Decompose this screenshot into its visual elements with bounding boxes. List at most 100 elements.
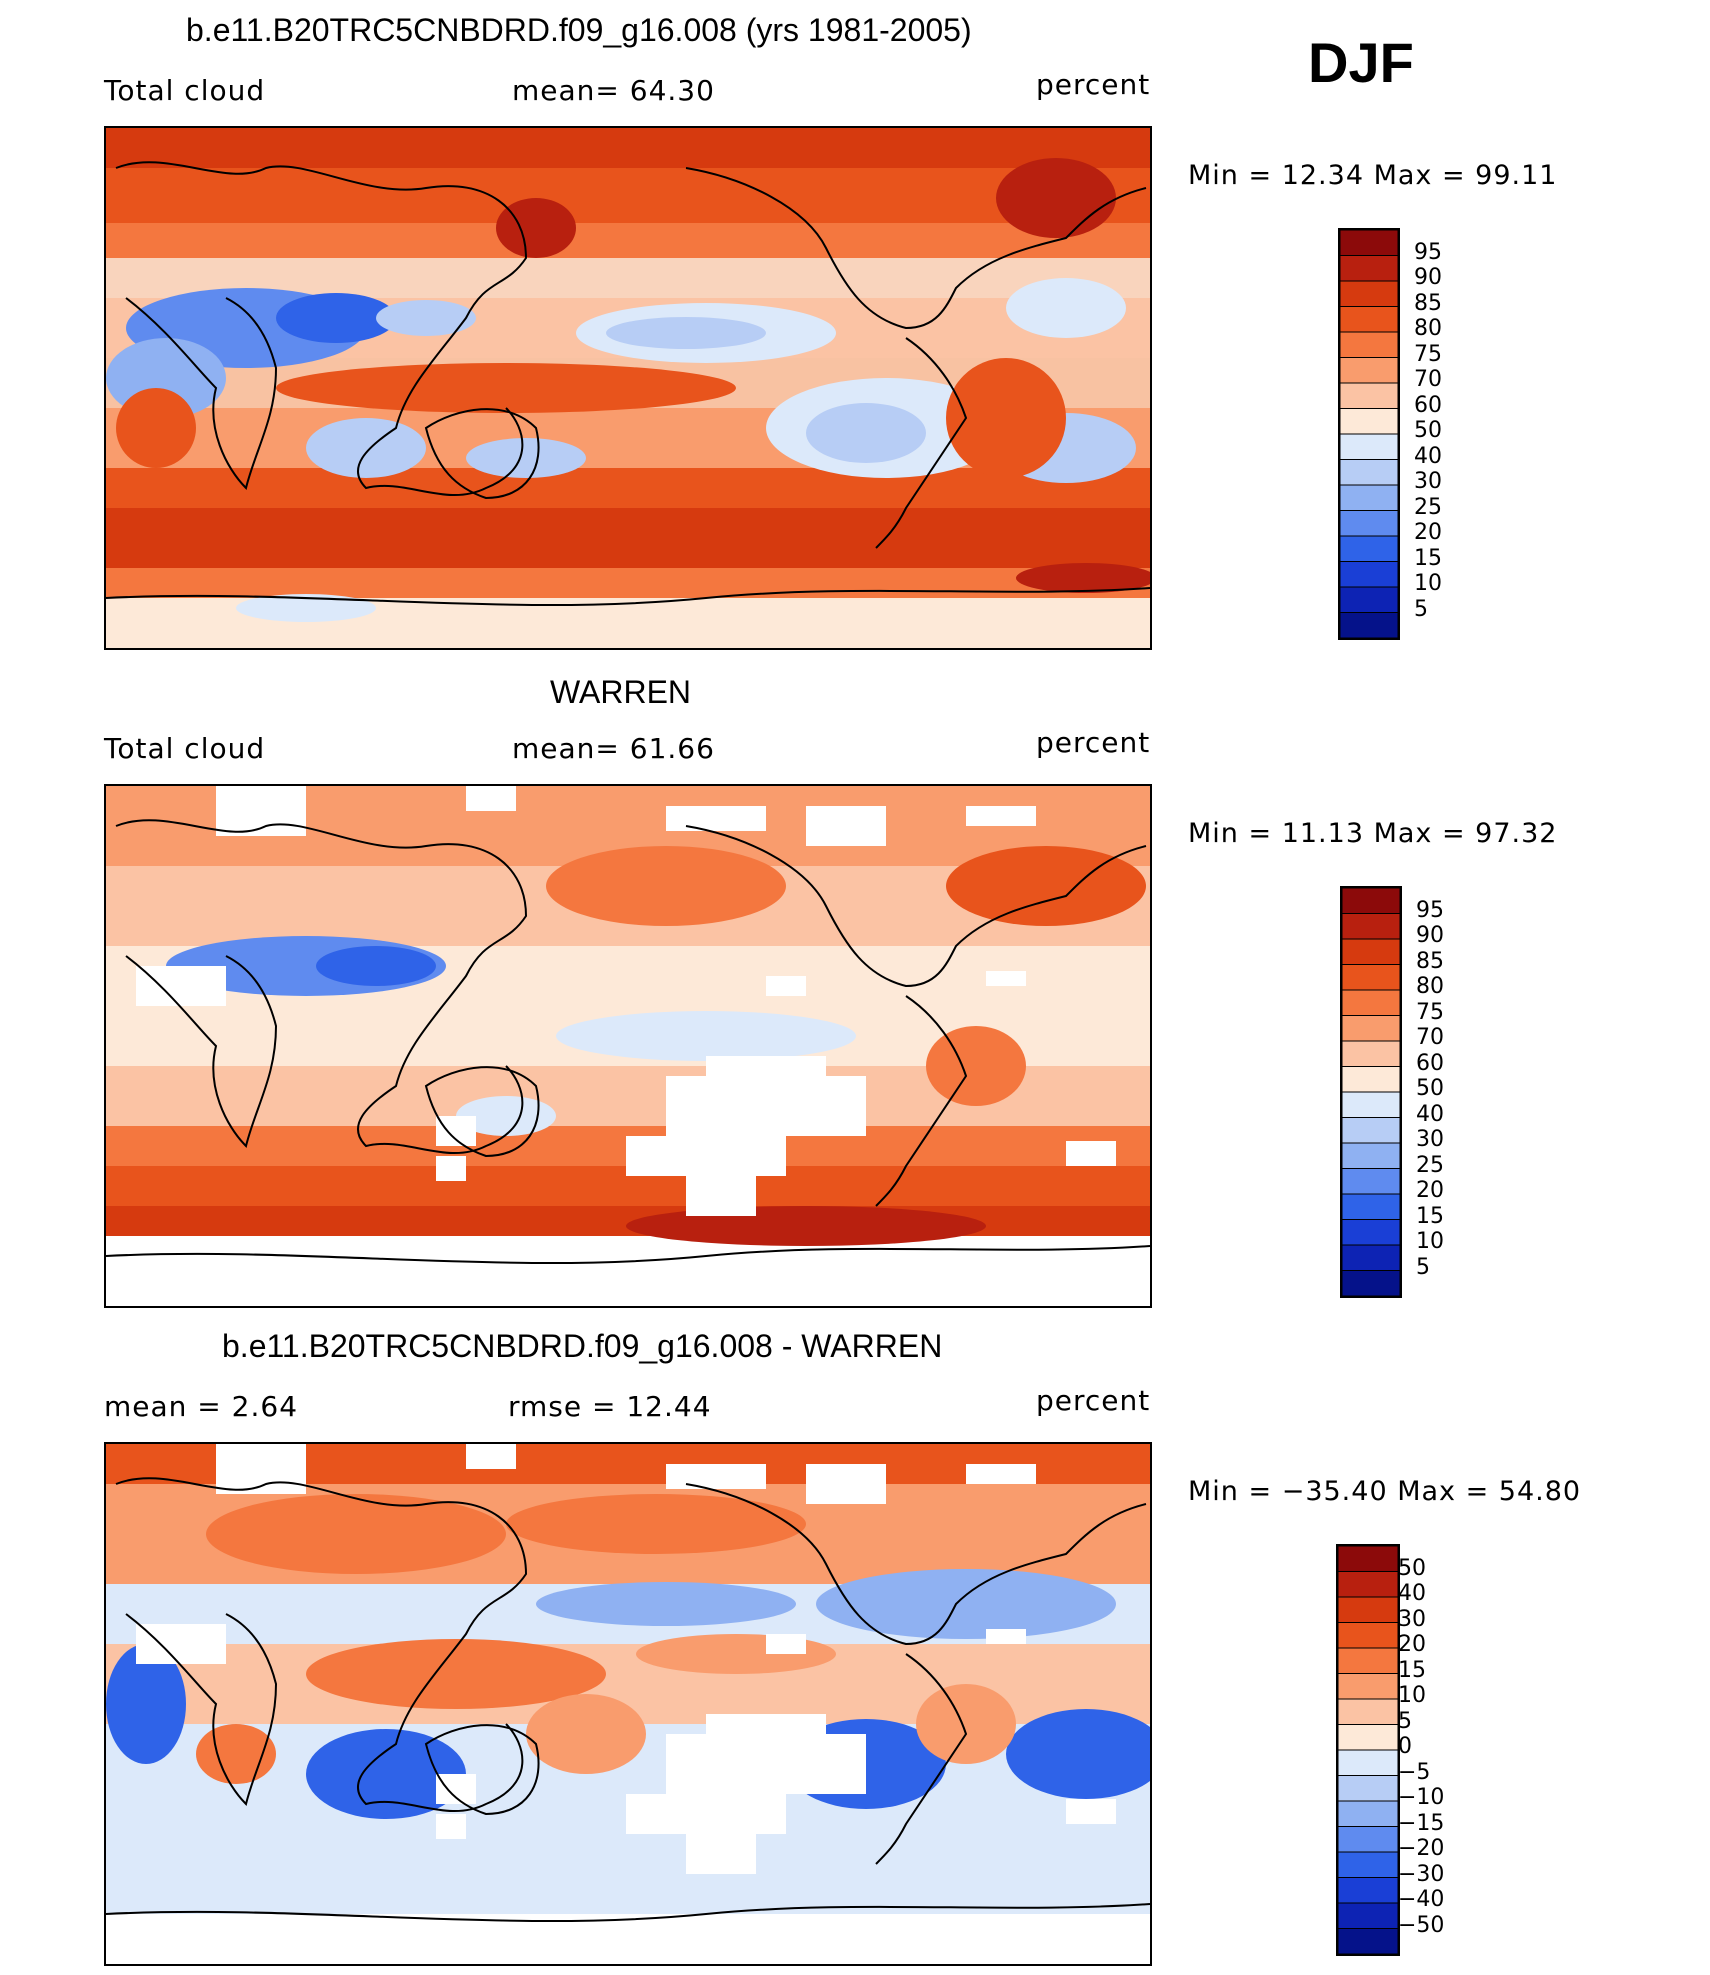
- panel1-colorbar: [1338, 228, 1400, 640]
- colorbar-swatch: [1339, 433, 1399, 460]
- colorbar-tick-label: 15: [1416, 1203, 1444, 1229]
- panel1-title: b.e11.B20TRC5CNBDRD.f09_g16.008 (yrs 198…: [186, 12, 972, 48]
- colorbar-tick-label: 40: [1414, 443, 1442, 469]
- colorbar-swatch: [1337, 1877, 1399, 1904]
- panel3-mean-label: mean = 2.64: [104, 1390, 299, 1423]
- colorbar-tick-label: 85: [1416, 948, 1444, 974]
- colorbar-swatch: [1341, 887, 1401, 914]
- colorbar-swatch: [1341, 1193, 1401, 1220]
- colorbar-tick-label: 20: [1416, 1178, 1444, 1203]
- colorbar-tick-label: 30: [1416, 1127, 1444, 1152]
- colorbar-tick-label: 30: [1398, 1606, 1426, 1632]
- colorbar-tick-label: 90: [1416, 923, 1444, 948]
- panel1-minmax: Min = 12.34 Max = 99.11: [1188, 160, 1558, 191]
- colorbar-swatch: [1337, 1826, 1399, 1853]
- colorbar-swatch: [1337, 1749, 1399, 1776]
- colorbar-swatch: [1339, 459, 1399, 486]
- colorbar-swatch: [1337, 1698, 1399, 1725]
- colorbar-swatch: [1339, 357, 1399, 384]
- colorbar-swatch: [1337, 1851, 1399, 1878]
- colorbar-tick-label: 40: [1398, 1581, 1426, 1606]
- colorbar-tick-label: 5: [1414, 596, 1428, 622]
- colorbar-swatch: [1341, 1117, 1401, 1144]
- colorbar-swatch: [1337, 1902, 1399, 1929]
- panel2-colorbar-swatches: [1341, 887, 1401, 1297]
- colorbar-swatch: [1341, 1040, 1401, 1067]
- panel3-rmse-label: rmse = 12.44: [508, 1390, 712, 1423]
- colorbar-swatch: [1337, 1647, 1399, 1674]
- panel2-variable-label: Total cloud: [104, 732, 266, 765]
- colorbar-swatch: [1339, 484, 1399, 511]
- colorbar-tick-label: 70: [1414, 367, 1442, 392]
- panel1-units-label: percent: [1036, 68, 1151, 101]
- colorbar-swatch: [1341, 1219, 1401, 1246]
- colorbar-tick-label: 10: [1398, 1683, 1426, 1708]
- colorbar-swatch: [1339, 510, 1399, 537]
- panel3-colorbar: [1336, 1544, 1400, 1956]
- colorbar-swatch: [1341, 938, 1401, 965]
- colorbar-tick-label: 15: [1414, 545, 1442, 571]
- panel3-units-label: percent: [1036, 1384, 1151, 1417]
- colorbar-tick-label: −5: [1398, 1759, 1431, 1785]
- colorbar-swatch: [1337, 1596, 1399, 1623]
- season-label: DJF: [1308, 31, 1414, 94]
- colorbar-swatch: [1339, 280, 1399, 307]
- colorbar-swatch: [1339, 612, 1399, 639]
- colorbar-swatch: [1339, 229, 1399, 256]
- panel1-variable-label: Total cloud: [104, 74, 266, 107]
- colorbar-swatch: [1337, 1775, 1399, 1802]
- colorbar-swatch: [1341, 1091, 1401, 1118]
- colorbar-swatch: [1341, 964, 1401, 991]
- colorbar-swatch: [1339, 408, 1399, 435]
- panel1-map: [104, 126, 1152, 650]
- colorbar-swatch: [1337, 1928, 1399, 1955]
- colorbar-tick-label: 50: [1414, 418, 1442, 443]
- colorbar-swatch: [1341, 1270, 1401, 1297]
- colorbar-swatch: [1339, 535, 1399, 562]
- colorbar-swatch: [1337, 1724, 1399, 1751]
- colorbar-tick-label: 50: [1416, 1076, 1444, 1101]
- colorbar-tick-label: 95: [1414, 239, 1442, 265]
- colorbar-tick-label: 75: [1414, 341, 1442, 367]
- colorbar-tick-label: 25: [1414, 494, 1442, 520]
- panel3-title: b.e11.B20TRC5CNBDRD.f09_g16.008 - WARREN: [222, 1328, 943, 1364]
- colorbar-swatch: [1339, 331, 1399, 358]
- colorbar-tick-label: 10: [1414, 571, 1442, 596]
- colorbar-swatch: [1341, 989, 1401, 1016]
- colorbar-tick-label: 25: [1416, 1152, 1444, 1178]
- panel2-minmax: Min = 11.13 Max = 97.32: [1188, 818, 1558, 849]
- colorbar-swatch: [1341, 1244, 1401, 1271]
- colorbar-tick-label: 70: [1416, 1025, 1444, 1050]
- colorbar-swatch: [1337, 1622, 1399, 1649]
- colorbar-swatch: [1337, 1571, 1399, 1598]
- colorbar-tick-label: −20: [1398, 1836, 1445, 1861]
- colorbar-tick-label: 15: [1398, 1657, 1426, 1683]
- colorbar-tick-label: −50: [1398, 1912, 1445, 1938]
- panel2-map: [104, 784, 1152, 1308]
- colorbar-tick-label: 60: [1414, 392, 1442, 418]
- colorbar-tick-label: 5: [1416, 1254, 1430, 1280]
- colorbar-swatch: [1341, 913, 1401, 940]
- colorbar-tick-label: 40: [1416, 1101, 1444, 1127]
- colorbar-swatch: [1339, 561, 1399, 588]
- colorbar-swatch: [1339, 586, 1399, 613]
- colorbar-tick-label: −15: [1398, 1810, 1445, 1836]
- panel1-colorbar-swatches: [1339, 229, 1399, 639]
- colorbar-tick-label: 90: [1414, 265, 1442, 290]
- colorbar-tick-label: −10: [1398, 1785, 1445, 1810]
- colorbar-swatch: [1341, 1066, 1401, 1093]
- colorbar-swatch: [1337, 1545, 1399, 1572]
- colorbar-tick-label: 75: [1416, 999, 1444, 1025]
- panel2-mean-label: mean= 61.66: [512, 732, 715, 765]
- colorbar-tick-label: −30: [1398, 1861, 1445, 1887]
- colorbar-tick-label: 85: [1414, 290, 1442, 316]
- panel2-title: WARREN: [550, 674, 692, 710]
- colorbar-swatch: [1339, 255, 1399, 282]
- panel1-mean-label: mean= 64.30: [512, 74, 715, 107]
- colorbar-swatch: [1341, 1142, 1401, 1169]
- colorbar-swatch: [1341, 1015, 1401, 1042]
- panel3-minmax: Min = −35.40 Max = 54.80: [1188, 1476, 1582, 1507]
- panel2-units-label: percent: [1036, 726, 1151, 759]
- colorbar-tick-label: 20: [1398, 1632, 1426, 1657]
- colorbar-swatch: [1337, 1673, 1399, 1700]
